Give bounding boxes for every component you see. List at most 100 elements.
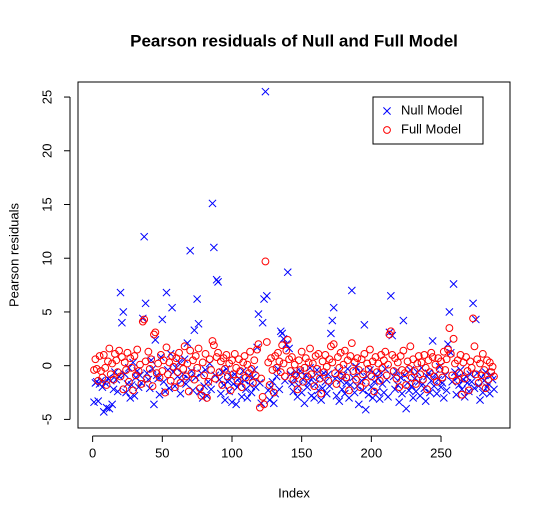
point [406,342,415,351]
point [119,307,128,316]
point [367,372,376,381]
point [232,400,241,409]
point [115,346,124,355]
point [444,345,452,354]
point [386,327,395,336]
point [294,356,303,365]
point [269,388,278,397]
point [347,339,356,348]
point [466,357,475,366]
point [126,354,135,363]
point [261,87,270,96]
point [189,356,197,365]
point [487,368,496,377]
point [329,303,338,312]
point [452,376,461,385]
point [324,370,333,379]
point [338,371,346,380]
point [361,378,370,387]
point [214,348,222,357]
point [361,405,370,414]
point [332,380,341,388]
point [102,381,111,389]
point [141,357,150,366]
point [449,334,458,343]
point [293,385,302,394]
point [354,400,363,409]
point [216,389,225,398]
point [371,353,380,361]
point [460,374,469,383]
point [283,335,292,344]
point [104,357,112,366]
point [233,376,242,385]
point [196,384,204,393]
point [236,367,245,375]
point [222,351,231,359]
point [310,382,319,390]
point [403,357,412,366]
point [226,386,235,395]
point [405,386,413,395]
point [95,352,104,360]
point [331,369,340,378]
point [324,376,333,385]
point [451,368,459,377]
point [480,366,489,374]
point [332,391,341,400]
point [455,369,464,378]
point [409,393,418,402]
point [175,348,183,357]
point [257,374,266,383]
point [243,360,252,369]
y-tick-label: -5 [39,414,54,426]
point [119,385,128,394]
point [395,398,404,407]
point [339,360,348,369]
point [148,382,157,390]
point [281,372,289,381]
point [230,349,239,358]
point [328,316,337,325]
point [208,337,217,345]
point [105,344,114,353]
point [102,403,111,412]
point [211,374,220,383]
point [485,358,494,367]
point [179,365,188,373]
point [438,373,447,382]
point [138,317,147,326]
point [478,388,487,397]
point [109,375,118,384]
point [359,370,367,379]
point [421,397,430,406]
legend-box [372,96,484,145]
point [372,387,381,396]
point [402,404,411,413]
point [191,352,200,360]
point [490,385,498,394]
point [214,277,223,286]
point [314,386,323,395]
point [221,365,229,373]
point [267,354,275,363]
point [242,373,250,382]
point [386,291,395,300]
point [300,363,309,372]
point [392,374,401,383]
point [193,295,202,304]
point [382,371,391,380]
point [120,370,129,379]
point [322,362,331,371]
point [425,368,434,377]
point [428,353,437,361]
point [122,366,130,374]
point [308,359,317,368]
point [322,389,331,398]
point [98,383,107,392]
point [393,381,402,389]
legend-marker [383,126,391,134]
point [233,383,242,392]
point [166,376,175,385]
point [282,340,291,349]
